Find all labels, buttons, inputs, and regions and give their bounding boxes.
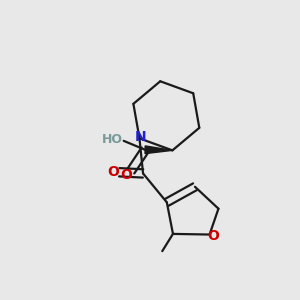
Text: HO: HO bbox=[102, 133, 123, 146]
Text: N: N bbox=[135, 130, 146, 144]
Text: O: O bbox=[107, 165, 119, 179]
Text: O: O bbox=[120, 168, 132, 182]
Polygon shape bbox=[145, 146, 172, 154]
Text: O: O bbox=[208, 229, 219, 243]
